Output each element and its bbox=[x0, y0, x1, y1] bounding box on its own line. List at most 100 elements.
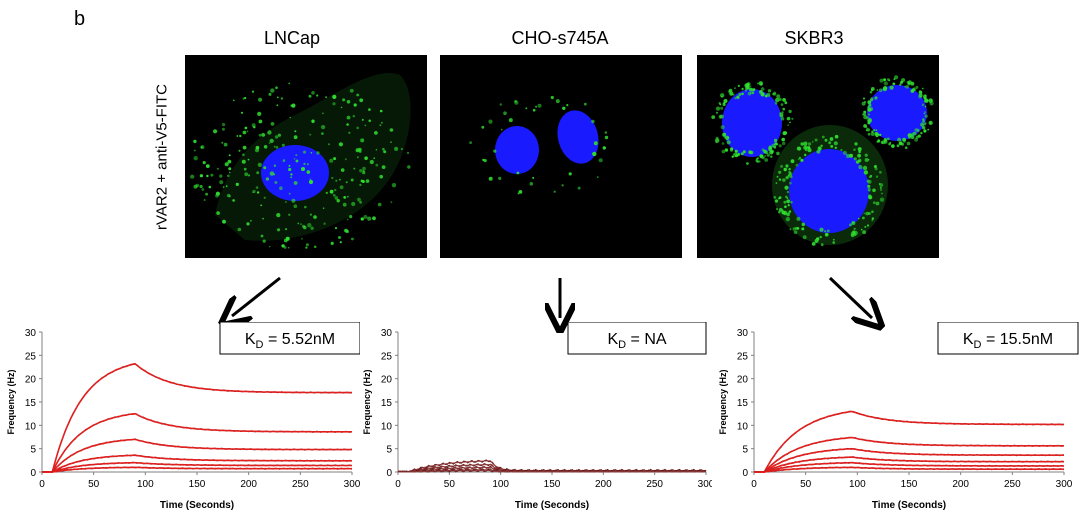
fit-curve bbox=[754, 456, 1064, 473]
fitc-speck bbox=[923, 112, 926, 115]
fitc-speck bbox=[869, 90, 873, 94]
fitc-speck bbox=[863, 97, 865, 100]
fitc-speck bbox=[277, 133, 281, 137]
fitc-speck bbox=[922, 120, 925, 123]
fitc-speck bbox=[283, 238, 288, 243]
fitc-speck bbox=[291, 198, 296, 203]
fitc-speck bbox=[356, 156, 359, 159]
fit-curve bbox=[754, 461, 1064, 473]
fitc-speck bbox=[784, 185, 789, 190]
fitc-speck bbox=[906, 141, 911, 146]
fitc-speck bbox=[287, 246, 290, 249]
fitc-speck bbox=[811, 141, 814, 143]
fitc-speck bbox=[357, 197, 361, 202]
fitc-speck bbox=[301, 237, 303, 240]
fitc-speck bbox=[853, 148, 856, 151]
fitc-speck bbox=[720, 125, 725, 130]
fitc-speck bbox=[782, 131, 787, 136]
fitc-speck bbox=[871, 217, 875, 220]
fitc-speck bbox=[793, 230, 798, 234]
fitc-speck bbox=[338, 142, 343, 147]
fitc-speck bbox=[304, 205, 307, 209]
fitc-speck bbox=[715, 106, 721, 111]
fitc-speck bbox=[199, 184, 203, 189]
fitc-speck bbox=[749, 85, 752, 88]
fitc-speck bbox=[776, 175, 779, 178]
x-tick-label: 100 bbox=[492, 479, 509, 490]
x-tick-label: 300 bbox=[1056, 479, 1073, 490]
x-tick-label: 250 bbox=[1004, 479, 1021, 490]
fitc-speck bbox=[742, 150, 746, 154]
fitc-speck bbox=[924, 94, 927, 97]
fitc-speck bbox=[883, 81, 888, 86]
fitc-speck bbox=[236, 135, 239, 137]
fitc-speck bbox=[774, 199, 779, 203]
fitc-speck bbox=[303, 225, 307, 230]
fitc-speck bbox=[308, 179, 314, 185]
data-trace-secondary bbox=[398, 470, 706, 473]
fit-curve bbox=[754, 466, 1064, 473]
fitc-speck bbox=[351, 237, 354, 241]
fitc-speck bbox=[602, 146, 606, 150]
nucleus-cho-1 bbox=[495, 126, 539, 174]
fitc-speck bbox=[498, 176, 502, 180]
fitc-speck bbox=[797, 146, 802, 151]
fitc-speck bbox=[274, 181, 278, 184]
fitc-speck bbox=[914, 138, 918, 142]
fitc-speck bbox=[870, 132, 875, 136]
fitc-speck bbox=[219, 180, 224, 185]
fitc-speck bbox=[190, 174, 195, 179]
y-tick-label: 30 bbox=[381, 328, 393, 339]
fitc-speck bbox=[826, 229, 830, 233]
x-axis-label: Time (Seconds) bbox=[872, 500, 946, 511]
fitc-speck bbox=[788, 168, 791, 171]
fitc-speck bbox=[730, 147, 734, 151]
fitc-speck bbox=[516, 171, 520, 175]
fitc-speck bbox=[232, 199, 235, 202]
fitc-speck bbox=[924, 114, 928, 118]
fitc-speck bbox=[339, 241, 342, 244]
y-tick-label: 25 bbox=[737, 351, 749, 362]
fitc-speck bbox=[762, 156, 765, 160]
fitc-speck bbox=[288, 167, 292, 172]
fitc-speck bbox=[301, 167, 305, 171]
cell-title-lncap: LNCap bbox=[263, 28, 321, 48]
fitc-speck bbox=[746, 86, 750, 90]
fitc-speck bbox=[255, 145, 260, 150]
fitc-speck bbox=[864, 101, 866, 103]
fitc-speck bbox=[368, 119, 371, 123]
fitc-speck bbox=[335, 179, 338, 182]
fitc-speck bbox=[782, 141, 786, 146]
fitc-speck bbox=[776, 151, 780, 156]
fitc-speck bbox=[879, 78, 884, 83]
fitc-speck bbox=[875, 132, 880, 137]
data-trace bbox=[41, 363, 353, 473]
fitc-speck bbox=[787, 204, 790, 207]
fitc-speck bbox=[306, 163, 309, 166]
fitc-speck bbox=[205, 192, 208, 196]
data-trace bbox=[42, 461, 353, 473]
fitc-speck bbox=[309, 213, 312, 216]
fitc-speck bbox=[879, 170, 882, 174]
fitc-speck bbox=[786, 117, 790, 121]
fitc-speck bbox=[221, 127, 225, 131]
fitc-speck bbox=[857, 217, 860, 220]
fitc-speck bbox=[721, 149, 726, 154]
fitc-speck bbox=[359, 183, 362, 186]
fitc-speck bbox=[351, 201, 356, 207]
fitc-speck bbox=[258, 119, 263, 124]
fitc-speck bbox=[791, 117, 794, 120]
fitc-speck bbox=[864, 225, 867, 228]
fitc-speck bbox=[294, 130, 297, 133]
fitc-speck bbox=[744, 89, 747, 92]
fitc-speck bbox=[888, 142, 891, 146]
fitc-speck bbox=[877, 139, 880, 141]
fitc-speck bbox=[871, 88, 874, 92]
fitc-speck bbox=[325, 191, 328, 195]
fitc-speck bbox=[379, 109, 383, 113]
fitc-speck bbox=[261, 133, 266, 137]
fitc-speck bbox=[796, 216, 801, 221]
fitc-speck bbox=[389, 128, 394, 132]
fitc-speck bbox=[250, 219, 252, 222]
fitc-speck bbox=[842, 150, 847, 155]
